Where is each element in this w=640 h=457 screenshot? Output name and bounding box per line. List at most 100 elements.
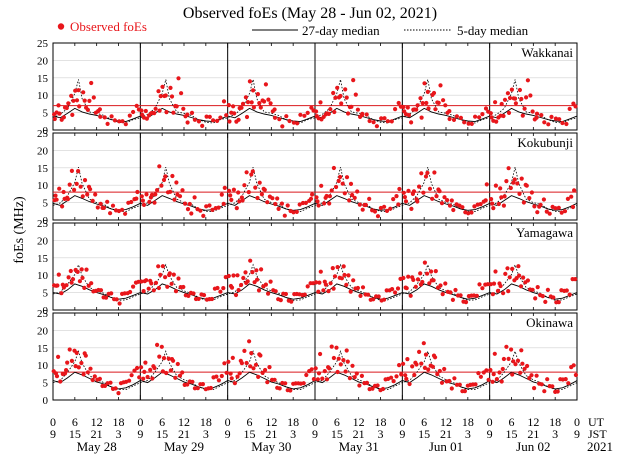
observed-point (440, 292, 445, 297)
x-tick-label-jst: 3 (552, 427, 558, 441)
observed-point (240, 198, 245, 203)
observed-point (506, 356, 511, 361)
observed-point (339, 276, 344, 281)
observed-point (261, 186, 266, 191)
observed-point (389, 119, 394, 124)
observed-point (339, 101, 344, 106)
observed-point (156, 89, 161, 94)
observed-point (396, 100, 401, 106)
observed-point (98, 288, 104, 293)
observed-point (453, 287, 458, 293)
observed-point (443, 103, 448, 108)
observed-point (513, 362, 518, 367)
observed-point (382, 297, 387, 302)
observed-point (510, 372, 515, 377)
observed-point (135, 365, 140, 371)
observed-point (181, 284, 186, 290)
observed-point (333, 95, 338, 100)
observed-point (291, 120, 296, 125)
x-tick-label-jst: 9 (50, 427, 56, 441)
observed-point (519, 176, 524, 181)
observed-point (145, 374, 150, 380)
observed-point (140, 112, 145, 117)
observed-point (507, 275, 512, 280)
observed-point (407, 381, 412, 387)
observed-point (466, 211, 471, 216)
x-date-label: Jun 02 (516, 439, 550, 454)
observed-point (265, 200, 270, 205)
observed-point (397, 186, 402, 192)
observed-point (249, 351, 254, 356)
observed-point (287, 118, 292, 124)
observed-point (412, 372, 417, 378)
observed-point (272, 115, 278, 120)
observed-point (522, 106, 527, 111)
observed-point (327, 194, 332, 199)
observed-point (153, 106, 158, 111)
observed-point (168, 189, 173, 194)
observed-point (488, 111, 493, 116)
observed-point (527, 196, 532, 201)
observed-point (173, 103, 178, 109)
observed-point (322, 279, 327, 284)
observed-point (419, 361, 424, 366)
observed-point (388, 206, 393, 211)
observed-point (167, 272, 172, 278)
x-tick-label-ut: 0 (399, 415, 405, 429)
observed-point (380, 386, 386, 392)
observed-point (357, 202, 362, 207)
observed-point (163, 174, 168, 179)
observed-point (419, 115, 424, 120)
x-axis-year: 2021 (587, 439, 613, 454)
observed-point (493, 100, 498, 105)
observed-point (58, 379, 63, 384)
x-tick-label-ut: 0 (137, 415, 143, 429)
observed-point (55, 283, 60, 288)
x-tick-label-jst: 15 (418, 427, 430, 441)
panels: 0 5 10 15 20 25 Wakkanai 0 5 10 15 20 25 Kokubunji 0 5 1… (37, 38, 579, 407)
observed-point (563, 377, 568, 382)
observed-point (427, 186, 433, 191)
observed-point (308, 196, 314, 201)
observed-point (240, 101, 246, 106)
observed-point (344, 282, 349, 287)
observed-point (366, 292, 371, 297)
observed-point (131, 284, 136, 289)
y-tick-label: 25 (37, 308, 49, 320)
x-tick-label-ut: 6 (421, 415, 427, 429)
observed-point (61, 115, 66, 120)
observed-point (219, 192, 224, 197)
median-5day-line (52, 350, 578, 390)
observed-point (401, 104, 406, 110)
observed-point (328, 107, 333, 112)
observed-point (88, 366, 93, 371)
observed-point (160, 369, 165, 374)
observed-point (409, 206, 414, 211)
observed-point (234, 206, 239, 211)
observed-point (80, 275, 85, 280)
observed-point (346, 111, 351, 116)
observed-point (97, 107, 102, 112)
observed-point (542, 389, 547, 394)
observed-point (327, 201, 332, 206)
observed-point (472, 204, 477, 209)
x-date-label: May 28 (77, 439, 117, 454)
observed-point (433, 107, 438, 112)
observed-point (207, 114, 212, 119)
observed-point (141, 376, 146, 381)
observed-point (263, 367, 268, 373)
observed-point (168, 85, 173, 90)
observed-point (135, 189, 140, 195)
observed-point (304, 372, 309, 378)
observed-point (160, 264, 165, 269)
observed-point (491, 281, 497, 286)
observed-point (521, 200, 527, 205)
observed-point (204, 204, 209, 209)
observed-point (109, 114, 114, 119)
y-tick-label: 10 (37, 270, 49, 282)
observed-point (251, 88, 256, 93)
observed-point (480, 112, 485, 117)
observed-point (294, 209, 299, 214)
observed-point (572, 188, 577, 193)
observed-point (278, 298, 283, 303)
